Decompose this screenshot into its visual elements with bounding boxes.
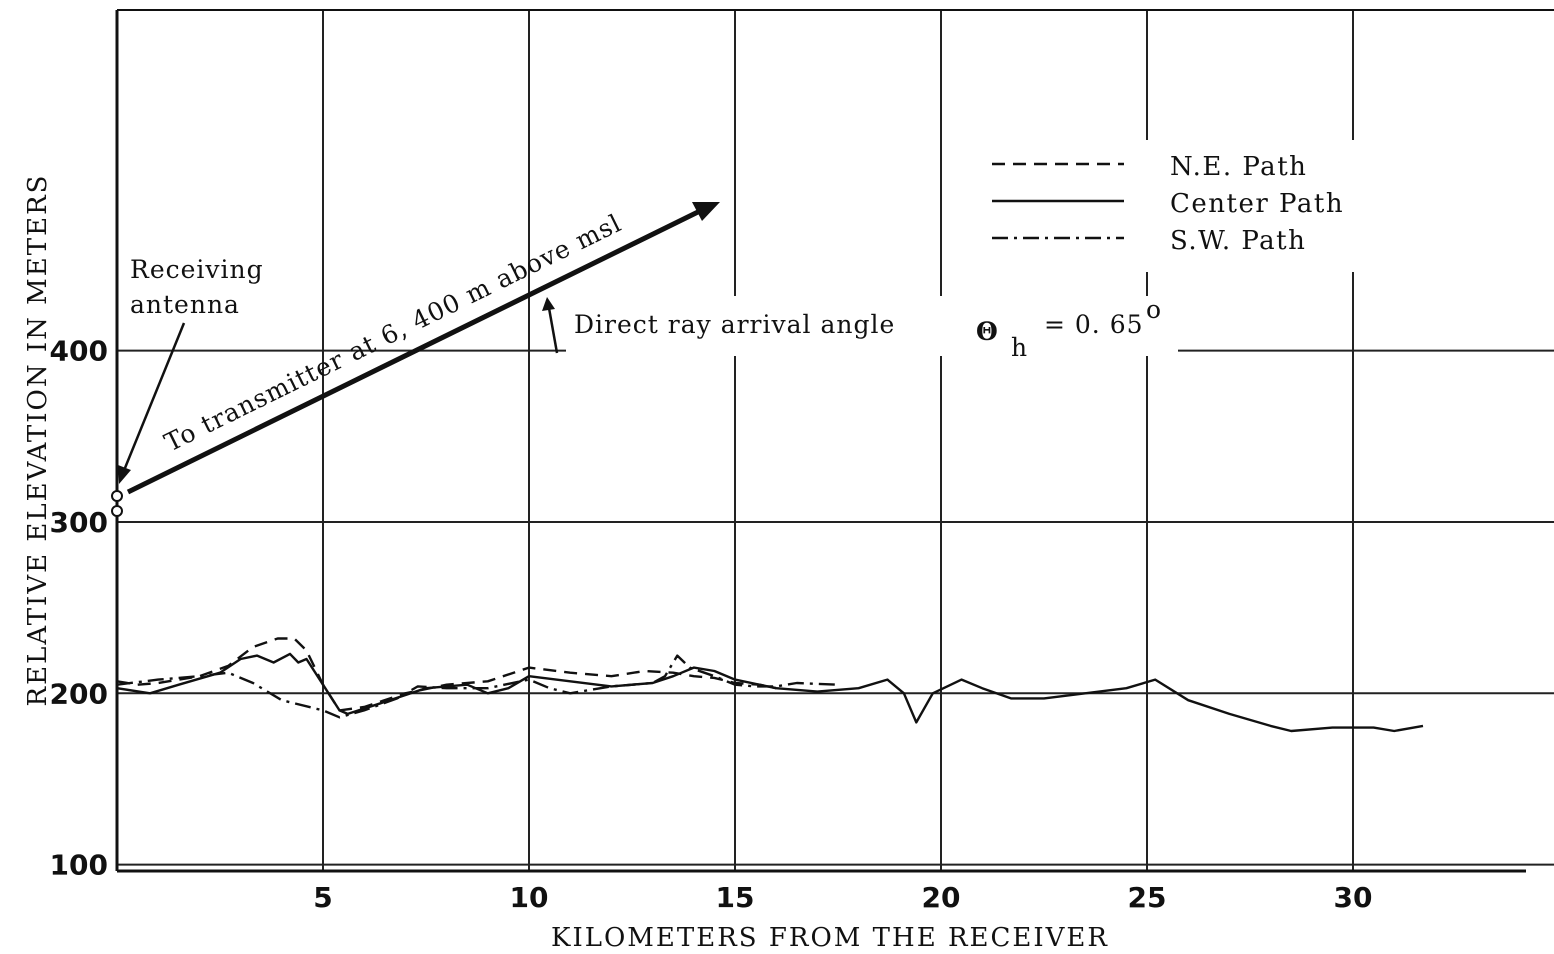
legend-label: Center Path [1170,189,1344,219]
receiving-antenna-label-line1: Receiving [130,255,264,284]
antenna-marker [111,505,123,517]
angle-pointer-head [542,297,555,311]
legend: N.E. Path Center Path S.W. Path [970,140,1378,272]
y-tick-label: 200 [50,677,108,710]
series-lines [116,637,1424,733]
legend-label: S.W. Path [1170,226,1306,256]
theta-symbol: Θ [976,317,999,346]
legend-label: N.E. Path [1170,152,1307,182]
x-tick-label: 10 [510,881,549,914]
y-tick-label: 400 [50,335,108,368]
grid [117,10,1554,871]
antenna-pointer [123,322,186,469]
legend-background [970,140,1378,272]
label-background [124,250,296,320]
receiving-antenna-label-line2: antenna [130,290,240,319]
theta-subscript: h [1011,333,1028,362]
label-background [566,296,1178,356]
plot-frame [115,9,1554,873]
x-tick-label: 30 [1334,881,1373,914]
x-tick-label: 20 [922,881,961,914]
angle-pointer [547,307,559,354]
x-tick-label: 15 [716,881,755,914]
series-line [116,652,1424,733]
x-axis-label: KILOMETERS FROM THE RECEIVER [551,923,1109,953]
antenna-pointer-head [118,465,131,484]
y-tick-label: 100 [50,849,108,882]
tick-labels: 5 10 15 20 25 30 100 200 300 400 [50,335,1373,914]
y-tick-label: 300 [50,506,108,539]
direct-ray-arrow [126,207,704,495]
antenna-marker [111,490,123,502]
direct-ray-arrowhead [692,202,720,221]
theta-value: = 0. 65 [1044,310,1144,339]
direct-ray-label: Direct ray arrival angle [574,310,895,339]
x-tick-label: 25 [1128,881,1167,914]
theta-degree: o [1146,295,1162,324]
series-line [116,654,839,719]
transmitter-label: To transmitter at 6, 400 m above msl [160,208,626,457]
x-tick-label: 5 [313,881,332,914]
y-axis-label: RELATIVE ELEVATION IN METERS [23,174,53,707]
